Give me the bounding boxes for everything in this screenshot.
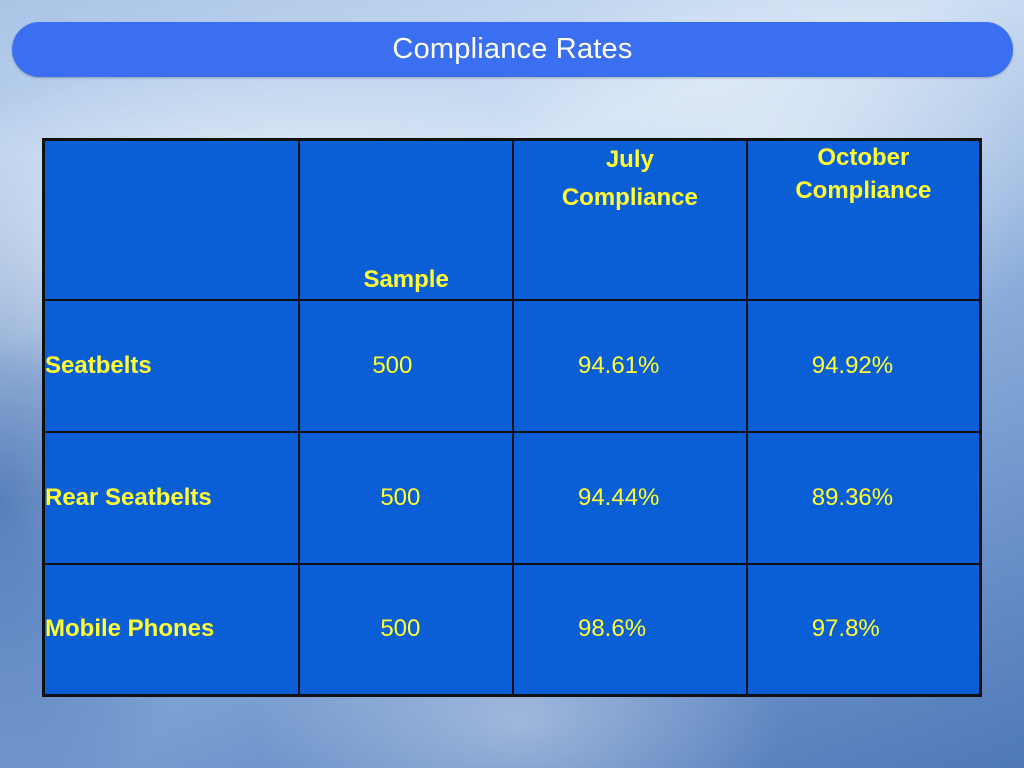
sample-value: 500: [298, 298, 514, 433]
sample-value: 500: [298, 430, 514, 565]
july-value: 94.44%: [511, 430, 748, 565]
row-label: Mobile Phones: [42, 562, 301, 697]
header-sample-text: Sample: [363, 265, 449, 293]
header-october-line1: October: [817, 144, 910, 171]
title-bar: Compliance Rates: [12, 22, 1013, 77]
table-row-mobile-phones: Mobile Phones 500 98.6% 97.8%: [42, 562, 982, 697]
october-value: 94.92%: [745, 298, 982, 433]
july-value: 98.6%: [511, 562, 748, 697]
row-label: Seatbelts: [42, 298, 301, 433]
table-row-seatbelts: Seatbelts 500 94.61% 94.92%: [42, 298, 982, 433]
header-row: Sample July Compliance October Complianc…: [42, 138, 982, 301]
july-value: 94.61%: [511, 298, 748, 433]
header-label-cell: [42, 138, 301, 301]
header-july-line1: July: [605, 146, 654, 173]
header-july-compliance: July Compliance: [511, 138, 748, 301]
header-july-line2: Compliance: [561, 184, 698, 211]
compliance-table: Sample July Compliance October Complianc…: [42, 138, 982, 697]
october-value: 97.8%: [745, 562, 982, 697]
row-label: Rear Seatbelts: [42, 430, 301, 565]
header-october-compliance: October Compliance: [745, 138, 982, 301]
table-row-rear-seatbelts: Rear Seatbelts 500 94.44% 89.36%: [42, 430, 982, 565]
header-october-line2: Compliance: [795, 177, 932, 204]
header-sample: Sample: [298, 138, 514, 301]
slide-title: Compliance Rates: [392, 33, 633, 65]
sample-value: 500: [298, 562, 514, 697]
october-value: 89.36%: [745, 430, 982, 565]
